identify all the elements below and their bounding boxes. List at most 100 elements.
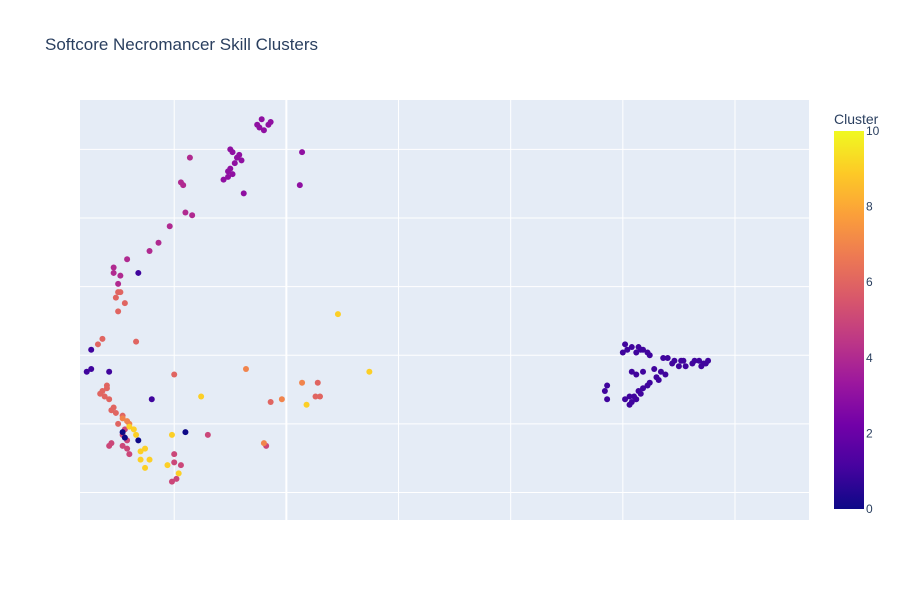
colorbar-ticks: 0 2 4 6 8 10 xyxy=(866,124,880,516)
data-point-71 xyxy=(171,459,178,466)
data-point-42 xyxy=(88,346,95,353)
data-point-44 xyxy=(88,366,95,373)
data-point-20 xyxy=(186,154,193,161)
data-point-4 xyxy=(260,127,267,134)
colorbar-tick-label-5: 10 xyxy=(866,124,880,138)
data-point-111 xyxy=(646,352,653,359)
data-point-28 xyxy=(124,256,131,263)
data-point-59 xyxy=(119,415,126,422)
data-point-107 xyxy=(633,349,640,356)
data-point-143 xyxy=(633,396,640,403)
data-point-81 xyxy=(126,423,133,430)
colorbar-tick-label-0: 0 xyxy=(866,502,873,516)
data-point-18 xyxy=(227,146,234,153)
data-point-80 xyxy=(182,429,189,436)
data-point-25 xyxy=(166,223,173,230)
data-point-127 xyxy=(657,368,664,375)
colorbar-tick-label-1: 2 xyxy=(866,426,873,440)
data-point-36 xyxy=(112,294,119,301)
data-point-150 xyxy=(604,396,611,403)
data-point-5 xyxy=(254,121,261,128)
data-point-132 xyxy=(698,363,705,370)
data-point-15 xyxy=(225,173,232,180)
data-point-139 xyxy=(640,385,647,392)
data-point-100 xyxy=(314,379,321,386)
colorbar-title: Cluster xyxy=(834,111,879,127)
data-point-125 xyxy=(633,371,640,378)
data-point-78 xyxy=(121,434,128,441)
data-point-16 xyxy=(220,176,227,183)
data-point-49 xyxy=(103,385,110,392)
data-point-72 xyxy=(177,462,184,469)
data-points xyxy=(83,116,712,485)
data-point-120 xyxy=(680,357,687,364)
data-point-103 xyxy=(267,398,274,405)
data-point-31 xyxy=(117,272,124,279)
data-point-24 xyxy=(189,212,196,219)
data-point-70 xyxy=(171,451,178,458)
data-point-0 xyxy=(258,116,265,123)
data-point-55 xyxy=(112,409,119,416)
data-point-27 xyxy=(146,247,153,254)
data-point-113 xyxy=(635,344,642,351)
colorbar-tick-label-2: 4 xyxy=(866,351,873,365)
data-point-141 xyxy=(637,390,644,397)
data-point-148 xyxy=(604,382,611,389)
data-point-118 xyxy=(682,363,689,370)
data-point-23 xyxy=(182,209,189,216)
data-point-87 xyxy=(146,456,153,463)
plot-area-background xyxy=(80,100,809,520)
data-point-10 xyxy=(238,157,245,164)
data-point-82 xyxy=(130,426,137,433)
data-point-43 xyxy=(83,368,90,375)
data-point-83 xyxy=(133,431,140,438)
colorbar xyxy=(834,131,864,509)
data-point-97 xyxy=(278,396,285,403)
data-point-69 xyxy=(126,451,133,458)
data-point-7 xyxy=(296,182,303,189)
data-point-86 xyxy=(137,456,144,463)
data-point-6 xyxy=(299,149,306,156)
data-point-50 xyxy=(97,390,104,397)
data-point-75 xyxy=(204,431,211,438)
data-point-65 xyxy=(119,442,126,449)
data-point-57 xyxy=(115,420,122,427)
data-point-33 xyxy=(135,269,142,276)
data-point-13 xyxy=(225,168,232,175)
data-point-29 xyxy=(110,264,117,271)
data-point-22 xyxy=(180,182,187,189)
data-point-93 xyxy=(303,401,310,408)
data-point-90 xyxy=(164,462,171,469)
data-point-123 xyxy=(651,366,658,373)
data-point-40 xyxy=(99,335,106,342)
data-point-101 xyxy=(317,393,324,400)
data-point-99 xyxy=(260,440,267,447)
data-point-89 xyxy=(168,431,175,438)
data-point-35 xyxy=(117,289,124,296)
data-point-68 xyxy=(106,442,113,449)
data-point-79 xyxy=(135,437,142,444)
data-point-146 xyxy=(622,396,629,403)
data-point-14 xyxy=(229,171,236,178)
data-point-91 xyxy=(175,470,182,477)
data-point-45 xyxy=(106,368,113,375)
data-point-105 xyxy=(628,344,635,351)
data-point-104 xyxy=(622,341,629,348)
data-point-147 xyxy=(626,393,633,400)
data-point-122 xyxy=(669,360,676,367)
data-point-135 xyxy=(655,377,662,383)
data-point-52 xyxy=(106,396,113,403)
chart-title: Softcore Necromancer Skill Clusters xyxy=(45,35,318,54)
data-point-38 xyxy=(115,308,122,315)
data-point-74 xyxy=(168,478,175,485)
data-point-54 xyxy=(108,407,115,414)
data-point-109 xyxy=(619,349,626,356)
data-point-124 xyxy=(640,368,647,375)
colorbar-tick-label-3: 6 xyxy=(866,275,873,289)
data-point-95 xyxy=(366,368,373,375)
data-point-149 xyxy=(601,387,608,394)
data-point-136 xyxy=(662,371,669,378)
data-point-85 xyxy=(142,445,149,452)
data-point-128 xyxy=(696,357,703,364)
